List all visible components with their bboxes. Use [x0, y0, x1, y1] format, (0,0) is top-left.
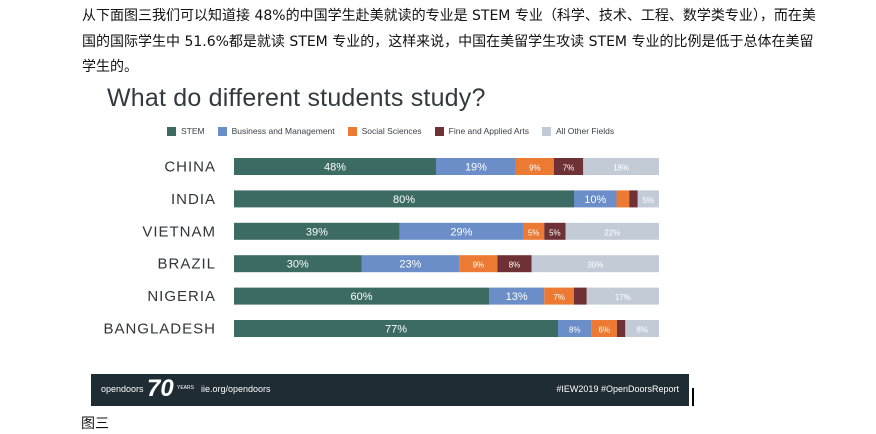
bar-segment: [558, 320, 592, 337]
legend-swatch: [347, 126, 357, 136]
bar-segment: [565, 222, 659, 240]
chart-figure: What do different students study? STEM Bu…: [81, 84, 689, 406]
legend-item: Fine and Applied Arts: [434, 126, 529, 136]
bar-value-label: 5%: [643, 196, 655, 205]
bar-segment: [531, 255, 659, 273]
chart-footer-banner: opendoors 70 YEARS iie.org/opendoors #IE…: [91, 374, 689, 406]
bar-segment: [234, 158, 436, 175]
bar-segment: [234, 287, 489, 305]
legend-item: Social Sciences: [347, 126, 422, 136]
bar-segment: [586, 287, 659, 305]
bar-value-label: 8%: [636, 326, 648, 335]
bar-value-label: 10%: [584, 194, 606, 206]
bar-segment: [544, 287, 574, 305]
bar-segment: [497, 255, 532, 273]
bar-value-label: 6%: [599, 326, 611, 335]
years-logo-text: YEARS: [177, 385, 194, 391]
bar-segment: [523, 222, 545, 240]
legend-label: STEM: [181, 126, 205, 136]
legend-swatch: [217, 126, 227, 136]
bar-segment: [629, 190, 638, 208]
bar-segment: [544, 222, 566, 240]
bar-segment: [234, 190, 574, 208]
bar-value-label: 29%: [450, 226, 472, 238]
bar-segment: [625, 320, 659, 337]
bar-value-label: 5%: [549, 228, 561, 237]
bar-value-label: 23%: [399, 259, 421, 271]
legend-label: Business and Management: [231, 126, 335, 136]
bar-segment: [553, 158, 584, 175]
bar-segment: [234, 320, 559, 337]
figure-caption: 图三: [81, 416, 109, 432]
opendoors-logo-text: opendoors: [101, 384, 144, 394]
bar-value-label: 7%: [563, 164, 575, 173]
bar-value-label: 48%: [324, 162, 346, 174]
bar-segment: [616, 190, 630, 208]
legend-swatch: [167, 126, 176, 136]
legend-label: Fine and Applied Arts: [448, 126, 529, 136]
category-label: BANGLADESH: [103, 321, 216, 338]
footer-hashtags: #IEW2019 #OpenDoorsReport: [556, 384, 679, 394]
legend-swatch: [542, 126, 551, 136]
bar-value-label: 30%: [287, 259, 309, 271]
legend-item: STEM: [167, 126, 205, 136]
category-label: VIETNAM: [142, 223, 216, 240]
bar-value-label: 17%: [615, 293, 631, 302]
legend-swatch: [434, 126, 444, 136]
bar-segment: [637, 190, 659, 208]
chart-legend: STEM Business and Management Social Scienc…: [167, 124, 627, 138]
chart-title: What do different students study?: [107, 84, 486, 112]
bar-value-label: 80%: [393, 194, 415, 206]
category-label: BRAZIL: [157, 256, 216, 273]
bar-value-label: 8%: [509, 261, 521, 270]
legend-label: Social Sciences: [361, 126, 422, 136]
bar-value-label: 77%: [385, 324, 407, 336]
article-paragraph: 从下面图三我们可以知道接 48%的中国学生赴美就读的专业是 STEM 专业（科学…: [82, 8, 816, 75]
bar-value-label: 19%: [465, 162, 487, 174]
bar-segment: [234, 222, 400, 240]
legend-label: All Other Fields: [556, 126, 615, 136]
bar-value-label: 60%: [350, 291, 372, 303]
bar-value-label: 30%: [587, 261, 603, 270]
bar-value-label: 22%: [604, 228, 620, 237]
bar-segment: [435, 158, 516, 175]
bar-segment: [361, 255, 460, 273]
legend-item: All Other Fields: [542, 126, 614, 136]
bar-value-label: 7%: [553, 293, 565, 302]
seventy-years-logo: 70: [147, 375, 174, 402]
bar-segment: [489, 287, 545, 305]
bar-value-label: 9%: [473, 261, 485, 270]
bar-segment: [459, 255, 498, 273]
bar-segment: [574, 190, 617, 208]
bar-value-label: 13%: [506, 291, 528, 303]
bar-value-label: 39%: [306, 226, 328, 238]
footer-link: iie.org/opendoors: [201, 384, 271, 394]
bar-segment: [583, 158, 659, 175]
bar-segment: [616, 320, 626, 337]
bar-segment: [234, 255, 362, 273]
bar-segment: [591, 320, 617, 337]
legend-item: Business and Management: [217, 126, 335, 136]
stacked-bar-chart: CHINA 48% 19% 9% 7% 18% INDIA 80% 10% 5% VIETNAM 39…: [103, 158, 659, 338]
bar-segment: [574, 287, 587, 305]
bar-segment: [515, 158, 554, 175]
category-label: NIGERIA: [147, 288, 216, 305]
category-label: INDIA: [171, 191, 216, 208]
bar-segment: [399, 222, 523, 240]
bar-value-label: 9%: [529, 164, 541, 173]
bar-value-label: 8%: [569, 326, 581, 335]
bar-value-label: 5%: [528, 228, 540, 237]
category-label: CHINA: [164, 159, 216, 176]
text-cursor: [692, 388, 694, 406]
bar-value-label: 18%: [613, 164, 629, 173]
